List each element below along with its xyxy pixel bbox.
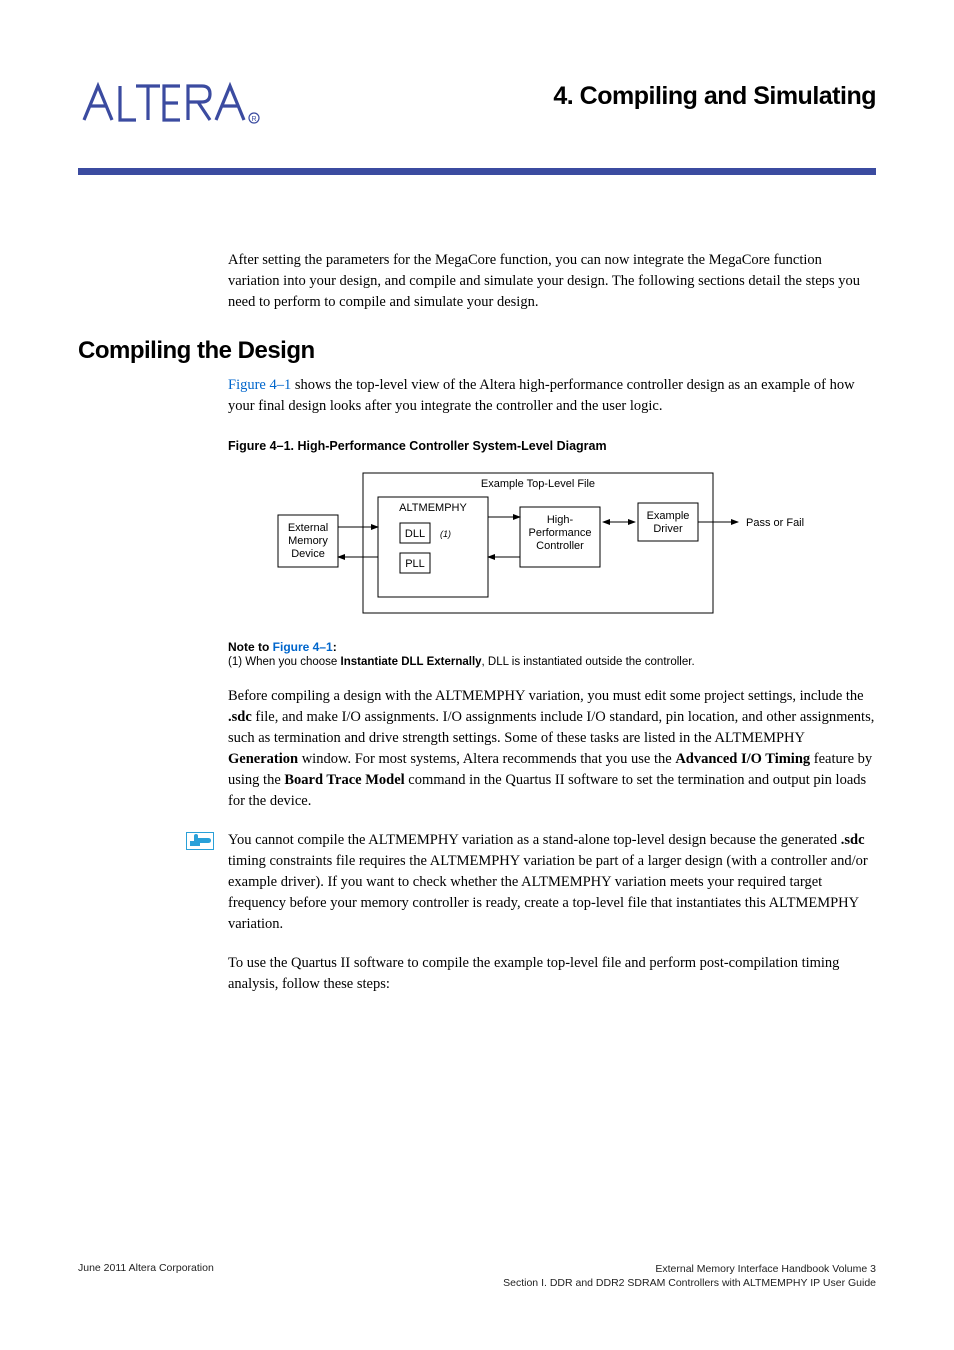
figure-caption: Figure 4–1. High-Performance Controller … — [228, 439, 876, 453]
board-trace-bold: Board Trace Model — [284, 772, 404, 788]
svg-text:PLL: PLL — [405, 558, 425, 570]
section-heading-compiling: Compiling the Design — [78, 337, 876, 365]
paragraph-quartus-steps: To use the Quartus II software to compil… — [228, 953, 876, 995]
footer-right-line2: Section I. DDR and DDR2 SDRAM Controller… — [503, 1276, 876, 1290]
tip-icon-col — [78, 830, 228, 935]
figure-note-heading: Note to Figure 4–1: — [228, 640, 876, 654]
header-rule — [78, 168, 876, 175]
paragraph-before-compiling: Before compiling a design with the ALTME… — [228, 686, 876, 812]
chapter-title: 4. Compiling and Simulating — [553, 82, 876, 111]
svg-text:ALTMEMPHY: ALTMEMPHY — [399, 502, 467, 514]
intro-paragraph: After setting the parameters for the Meg… — [228, 250, 876, 313]
svg-text:Device: Device — [291, 548, 325, 560]
footer-right: External Memory Interface Handbook Volum… — [503, 1262, 876, 1290]
p1-a: Before compiling a design with the ALTME… — [228, 688, 864, 704]
figure-ref-link[interactable]: Figure 4–1 — [228, 377, 291, 393]
note-bold: Instantiate DLL Externally — [341, 656, 482, 668]
svg-text:External: External — [288, 522, 328, 534]
page-footer: June 2011 Altera Corporation External Me… — [78, 1262, 876, 1290]
figure-note-text: (1) When you choose Instantiate DLL Exte… — [228, 656, 876, 668]
tip-post: timing constraints file requires the ALT… — [228, 853, 868, 932]
svg-text:Driver: Driver — [653, 523, 683, 535]
sdc-ext-2: .sdc — [841, 832, 865, 848]
svg-text:(1): (1) — [440, 529, 451, 539]
svg-text:Performance: Performance — [529, 527, 592, 539]
note-post: , DLL is instantiated outside the contro… — [482, 656, 695, 668]
figure-ref-link-2[interactable]: Figure 4–1 — [273, 640, 333, 654]
svg-text:Controller: Controller — [536, 540, 584, 552]
note-heading-post: : — [333, 640, 337, 654]
tip-note-row: You cannot compile the ALTMEMPHY variati… — [78, 830, 876, 935]
generation-bold: Generation — [228, 751, 298, 767]
altera-logo: R — [78, 78, 278, 135]
tip-text: You cannot compile the ALTMEMPHY variati… — [228, 830, 876, 935]
section-intro: Figure 4–1 shows the top-level view of t… — [228, 375, 876, 417]
svg-text:R: R — [251, 116, 256, 123]
advanced-io-bold: Advanced I/O Timing — [675, 751, 810, 767]
svg-text:High-: High- — [547, 514, 574, 526]
svg-text:Pass or Fail: Pass or Fail — [746, 517, 804, 529]
svg-text:DLL: DLL — [405, 528, 425, 540]
svg-text:Example: Example — [647, 510, 690, 522]
sdc-ext: .sdc — [228, 709, 252, 725]
hand-point-icon — [186, 832, 214, 850]
footer-right-line1: External Memory Interface Handbook Volum… — [503, 1262, 876, 1276]
p1-c: window. For most systems, Altera recomme… — [298, 751, 675, 767]
footer-left: June 2011 Altera Corporation — [78, 1262, 214, 1290]
svg-text:Memory: Memory — [288, 535, 328, 547]
p1-b: file, and make I/O assignments. I/O assi… — [228, 709, 874, 746]
tip-pre: You cannot compile the ALTMEMPHY variati… — [228, 832, 841, 848]
svg-text:Example Top-Level File: Example Top-Level File — [481, 478, 595, 490]
system-level-diagram: Example Top-Level File External Memory D… — [268, 465, 876, 630]
section-intro-text: shows the top-level view of the Altera h… — [228, 377, 855, 414]
note-heading-pre: Note to — [228, 640, 273, 654]
note-pre: (1) When you choose — [228, 656, 341, 668]
